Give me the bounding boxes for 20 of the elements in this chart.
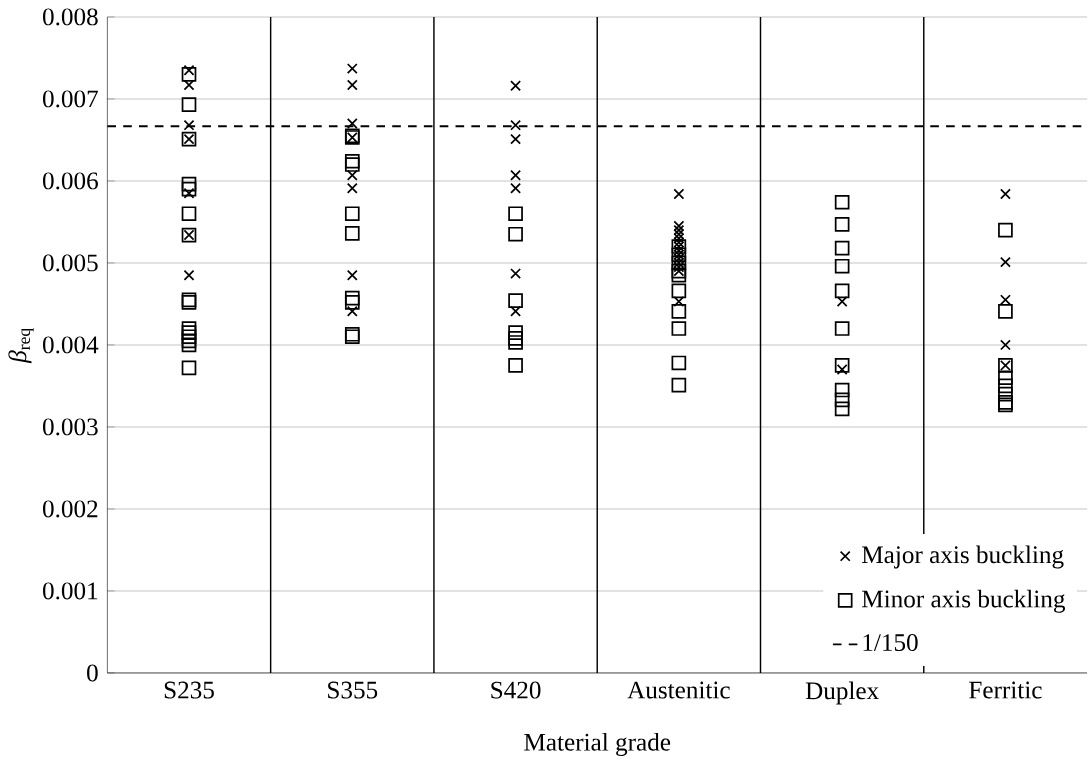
y-tick-label: 0.002 <box>43 500 98 518</box>
y-tick-label: 0.001 <box>43 582 98 600</box>
y-tick-label: 0.003 <box>43 418 98 436</box>
y-tick-label: 0 <box>87 664 98 682</box>
y-tick-label: 0.007 <box>43 90 98 108</box>
legend-label: 1/150 <box>863 633 918 651</box>
x-tick-label: S355 <box>328 681 378 699</box>
x-axis-title: Material grade <box>524 732 671 756</box>
y-tick-label: 0.008 <box>43 8 98 26</box>
y-axis-title: β$_{req}$ <box>8 327 34 364</box>
x-tick-label: Ferritic <box>969 681 1042 699</box>
x-tick-label: Austenitic <box>627 681 730 699</box>
x-tick-label: S235 <box>164 681 214 699</box>
legend-label: Minor axis buckling <box>862 589 1066 613</box>
y-tick-label: 0.006 <box>43 172 98 190</box>
y-tick-label: 0.005 <box>43 254 98 272</box>
legend-label: Major axis buckling <box>862 545 1064 569</box>
y-tick-label: 0.004 <box>43 336 99 354</box>
x-tick-label: Duplex <box>805 681 879 705</box>
x-tick-label: S420 <box>491 681 541 699</box>
